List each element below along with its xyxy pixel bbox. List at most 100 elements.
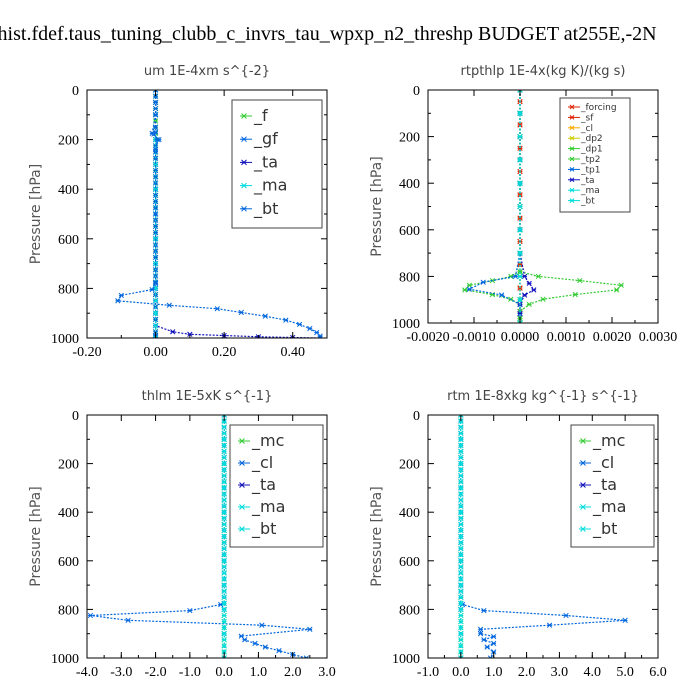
legend-marker <box>569 198 575 203</box>
data-point <box>238 309 244 316</box>
data-point <box>152 211 159 217</box>
x-tick-label: 4.0 <box>584 665 602 680</box>
y-tick-label: 200 <box>399 458 420 473</box>
data-point <box>546 622 553 628</box>
data-point <box>262 644 268 650</box>
data-point <box>531 287 537 293</box>
x-tick-label: 1.0 <box>250 665 268 680</box>
data-point <box>221 588 227 594</box>
legend-marker <box>580 438 586 444</box>
data-point <box>458 454 464 461</box>
legend-marker <box>569 167 575 172</box>
data-point <box>221 655 227 658</box>
data-point <box>149 286 155 293</box>
data-point <box>152 310 159 316</box>
data-point <box>170 329 176 335</box>
y-tick-label: 1000 <box>51 332 79 347</box>
y-tick-label: 200 <box>399 131 420 146</box>
data-point <box>221 649 227 655</box>
legend-marker <box>239 460 245 466</box>
data-point <box>517 320 523 323</box>
data-point <box>458 442 464 449</box>
data-point <box>259 622 265 628</box>
data-point <box>187 331 193 337</box>
data-point <box>221 473 227 479</box>
data-point <box>221 631 227 637</box>
chart-panel-3: thlm 1E-5xK s^{-1} Pressure [hPa] -4.0 -3.0… <box>28 389 336 680</box>
data-point <box>517 110 523 116</box>
data-point <box>262 313 268 319</box>
data-point <box>458 637 464 643</box>
data-point <box>303 655 310 658</box>
x-tick-label: 3.0 <box>551 665 569 680</box>
data-point <box>458 643 464 649</box>
y-tick-label: 0 <box>72 409 79 424</box>
data-point <box>458 606 464 613</box>
legend-marker <box>239 504 245 510</box>
legend-marker <box>241 136 247 143</box>
y-tick-label: 200 <box>58 458 79 473</box>
data-point <box>622 617 628 623</box>
legend-marker <box>239 526 245 532</box>
x-tick-label: 2.0 <box>284 665 302 680</box>
data-point <box>221 503 227 509</box>
data-point <box>458 509 464 515</box>
data-point <box>221 606 227 613</box>
y-tick-label: 800 <box>58 282 79 297</box>
data-point <box>458 527 464 534</box>
chart-panel-4: rtm 1E-8xkg kg^{-1} s^{-1} Pressure [hPa]… <box>369 389 667 680</box>
data-point <box>221 539 227 546</box>
x-tick-label: -0.20 <box>72 345 101 360</box>
legend-label: _mc <box>251 431 284 451</box>
x-tick-label: 0.20 <box>212 345 237 360</box>
series-line-tp1 <box>467 90 521 323</box>
legend-label: _ma <box>592 497 626 517</box>
legend-label: _ta <box>251 475 276 495</box>
data-point <box>214 306 220 312</box>
x-tick-label: -0.0010 <box>452 330 495 345</box>
data-point <box>252 640 258 647</box>
x-tick-label: -3.0 <box>110 665 132 680</box>
data-point <box>466 286 473 292</box>
data-point <box>152 186 159 192</box>
x-tick-label: 0.0 <box>452 665 470 680</box>
data-point <box>458 460 464 467</box>
x-tick-label: -1.0 <box>417 665 439 680</box>
data-point <box>572 291 578 298</box>
series-group <box>115 90 323 338</box>
legend-label: _sf <box>580 113 594 123</box>
legend-label: _bt <box>253 199 278 219</box>
x-tick-label: -4.0 <box>76 665 98 680</box>
data-point <box>517 90 523 93</box>
data-point <box>152 146 159 153</box>
data-point <box>221 545 227 552</box>
data-point <box>458 533 464 540</box>
data-point <box>221 612 227 619</box>
data-point <box>458 631 464 637</box>
data-point <box>458 564 464 570</box>
data-point <box>477 626 484 632</box>
y-tick-label: 0 <box>413 409 420 424</box>
page-title: thist.fdef.taus_tuning_clubb_c_invrs_tau… <box>0 23 657 45</box>
data-point <box>517 192 523 198</box>
data-point <box>152 93 159 99</box>
legend-label: _ta <box>253 152 278 172</box>
data-point <box>540 296 546 302</box>
data-point <box>466 282 473 288</box>
legend-marker <box>569 104 575 110</box>
data-point <box>221 430 227 436</box>
data-point <box>221 479 227 485</box>
legend-marker <box>580 482 586 488</box>
legend-label: _dp2 <box>580 134 603 144</box>
chart-panel-2: rtpthlp 1E-4x(kg K)/(kg s) Pressure [hPa]… <box>369 64 677 345</box>
series-group <box>458 415 628 658</box>
data-point <box>517 297 523 303</box>
data-point <box>517 250 523 256</box>
y-tick-label: 400 <box>58 183 79 198</box>
data-point <box>491 640 497 647</box>
legend-marker <box>239 438 245 444</box>
data-point <box>458 473 464 479</box>
data-point <box>125 617 131 623</box>
data-point <box>477 631 484 637</box>
data-point <box>221 594 227 600</box>
